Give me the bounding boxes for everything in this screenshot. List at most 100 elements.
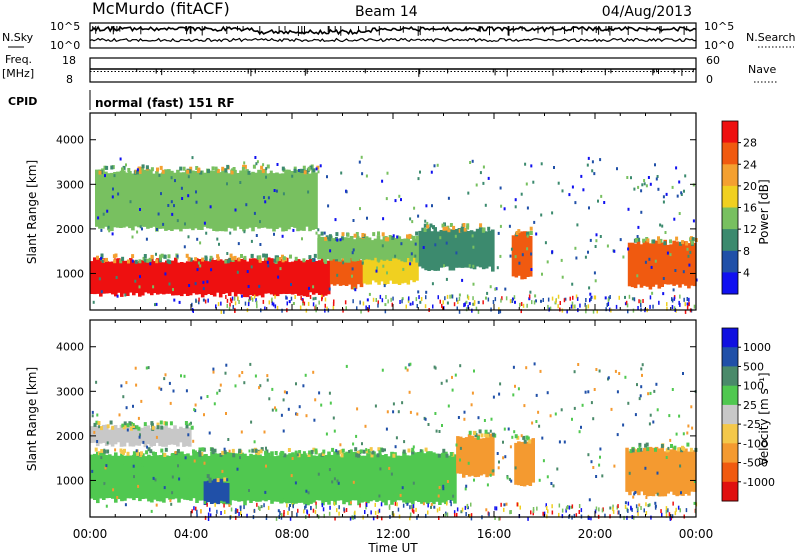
power-point <box>607 302 610 306</box>
power-cell <box>690 240 694 245</box>
power-point <box>294 295 296 299</box>
power-point <box>229 302 231 307</box>
power-point <box>174 179 176 183</box>
power-point <box>205 231 208 235</box>
vel-cell <box>252 454 256 501</box>
vel-cell <box>447 455 451 501</box>
vel-point <box>677 505 680 510</box>
vel-point <box>138 435 141 439</box>
vel-cell <box>340 453 344 458</box>
power-cell <box>230 256 234 261</box>
vel-point <box>190 421 192 425</box>
vel-point <box>573 406 576 410</box>
power-cell <box>101 168 105 229</box>
power-cell <box>391 251 396 284</box>
vel-point <box>365 448 368 452</box>
vel-point <box>628 471 631 475</box>
power-point <box>173 298 176 302</box>
vel-point <box>289 516 292 521</box>
vel-cell <box>152 426 156 446</box>
vel-point <box>392 410 395 414</box>
vel-point <box>191 509 193 514</box>
power-point <box>642 299 644 303</box>
power-cell <box>150 167 154 172</box>
vel-point <box>434 412 437 415</box>
power-point <box>666 302 668 307</box>
power-cell <box>293 172 297 228</box>
vel-cell <box>393 452 397 502</box>
nave-label: Nave <box>748 63 776 76</box>
vel-point <box>654 505 657 510</box>
vel-point <box>452 494 455 498</box>
vel-point <box>288 506 290 511</box>
vel-point <box>469 514 471 518</box>
vel-cell <box>176 449 180 454</box>
power-point <box>412 301 414 306</box>
power-cell <box>685 241 689 246</box>
vel-point <box>682 372 684 375</box>
vel-cell <box>345 451 349 503</box>
power-cell <box>245 169 249 229</box>
colorbar-tick-label: 24 <box>743 158 757 171</box>
vel-point <box>283 512 285 517</box>
vel-cell <box>198 452 202 457</box>
power-cell <box>442 230 447 267</box>
power-point <box>499 186 502 190</box>
vel-point <box>503 427 506 431</box>
vel-point <box>499 382 502 386</box>
power-cell <box>221 260 226 294</box>
vel-cell <box>130 426 133 431</box>
vel-point <box>193 459 196 463</box>
power-point <box>244 301 247 306</box>
vel-point <box>513 430 516 434</box>
power-cell <box>347 258 352 285</box>
power-point <box>336 238 339 242</box>
vel-point <box>280 512 283 517</box>
power-point <box>108 229 111 233</box>
power-cell <box>108 261 112 294</box>
power-cell <box>400 238 404 262</box>
vel-point <box>250 420 253 424</box>
vel-cell <box>100 449 104 453</box>
power-cell <box>221 166 225 171</box>
power-point <box>101 260 104 263</box>
power-point <box>381 298 384 303</box>
vel-cell <box>220 474 224 479</box>
vel-point <box>438 516 440 520</box>
vel-cell <box>219 478 224 501</box>
vel-point <box>580 508 583 513</box>
power-cell <box>669 244 673 285</box>
power-cell <box>251 171 255 232</box>
power-cell <box>194 257 198 262</box>
power-point <box>678 300 680 305</box>
power-point <box>471 308 473 313</box>
power-cell <box>263 258 268 294</box>
power-point <box>136 230 139 234</box>
power-point <box>592 309 595 314</box>
power-point <box>568 193 571 197</box>
vel-cell <box>279 452 283 504</box>
vel-point <box>463 410 466 414</box>
power-point <box>510 247 513 251</box>
vel-point <box>618 510 620 515</box>
power-point <box>199 264 202 268</box>
vel-cell <box>437 453 441 458</box>
power-point <box>489 285 492 289</box>
power-point <box>246 270 249 273</box>
power-colorbar-segment <box>722 121 738 144</box>
vel-cell <box>429 451 433 503</box>
vel-point <box>220 511 222 515</box>
power-cell <box>335 240 339 260</box>
power-cell <box>113 172 117 228</box>
power-cell <box>233 255 237 260</box>
vel-point <box>561 508 564 513</box>
vel-point <box>556 467 559 471</box>
power-point <box>570 304 573 309</box>
power-point <box>299 305 302 310</box>
power-cell <box>200 259 205 298</box>
power-cell <box>125 172 129 227</box>
vel-point <box>128 491 131 494</box>
power-cell <box>180 262 184 297</box>
vel-point <box>483 419 486 422</box>
vel-point <box>408 363 411 367</box>
